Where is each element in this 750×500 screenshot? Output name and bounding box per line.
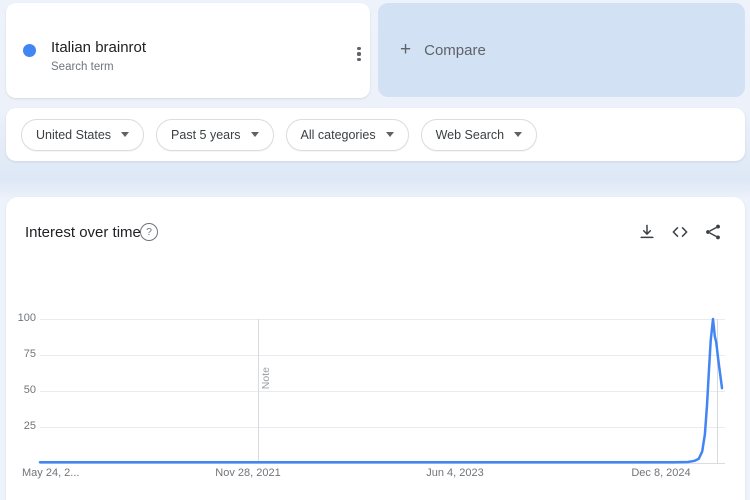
- note-marker-line: [717, 319, 718, 464]
- y-tick-100: 100: [17, 312, 36, 324]
- note-marker-line: [258, 319, 259, 464]
- gridline-50: [40, 391, 725, 392]
- geo-filter-value: United States: [36, 127, 112, 142]
- compare-button[interactable]: + Compare: [378, 3, 745, 97]
- term-menu-kebab-icon[interactable]: [350, 43, 368, 65]
- chart-plot[interactable]: 100 75 50 25 May 24, 2... Nov 28, 2021 J…: [6, 297, 745, 500]
- help-icon[interactable]: ?: [140, 223, 158, 241]
- y-tick-75: 75: [23, 348, 36, 360]
- widget-actions: [637, 222, 723, 242]
- filter-bar: United States Past 5 years All categorie…: [6, 108, 745, 161]
- y-tick-25: 25: [23, 420, 36, 432]
- y-tick-50: 50: [23, 384, 36, 396]
- download-icon[interactable]: [637, 222, 657, 242]
- chevron-down-icon: [514, 132, 523, 137]
- trend-line-svg: [38, 317, 724, 464]
- x-tick-3: Dec 8, 2024: [631, 467, 691, 479]
- search-term-subtitle: Search term: [51, 61, 114, 73]
- trend-line: [38, 317, 724, 464]
- property-filter-value: Web Search: [435, 127, 505, 142]
- widget-title: Interest over time: [25, 224, 141, 241]
- property-filter-dropdown[interactable]: Web Search: [420, 118, 538, 151]
- time-filter-value: Past 5 years: [171, 127, 241, 142]
- x-tick-1: Nov 28, 2021: [215, 467, 281, 479]
- plus-icon: +: [400, 39, 412, 60]
- x-tick-0: May 24, 2...: [22, 467, 80, 479]
- compare-label: Compare: [424, 41, 486, 59]
- category-filter-value: All categories: [300, 127, 376, 142]
- embed-code-icon[interactable]: [670, 222, 690, 242]
- chevron-down-icon: [121, 132, 130, 137]
- gridline-25: [40, 427, 725, 428]
- share-icon[interactable]: [703, 222, 723, 242]
- interest-over-time-widget: Interest over time ?: [6, 197, 745, 500]
- geo-filter-dropdown[interactable]: United States: [21, 118, 145, 151]
- chevron-down-icon: [385, 132, 394, 137]
- gridline-100: [40, 319, 725, 320]
- search-term-title: Italian brainrot: [51, 39, 147, 56]
- search-term-card[interactable]: Italian brainrot Search term: [6, 3, 370, 98]
- x-tick-2: Jun 4, 2023: [426, 467, 484, 479]
- category-filter-dropdown[interactable]: All categories: [285, 118, 409, 151]
- time-filter-dropdown[interactable]: Past 5 years: [156, 118, 274, 151]
- chevron-down-icon: [250, 132, 259, 137]
- gridline-75: [40, 355, 725, 356]
- series-color-dot: [23, 44, 36, 57]
